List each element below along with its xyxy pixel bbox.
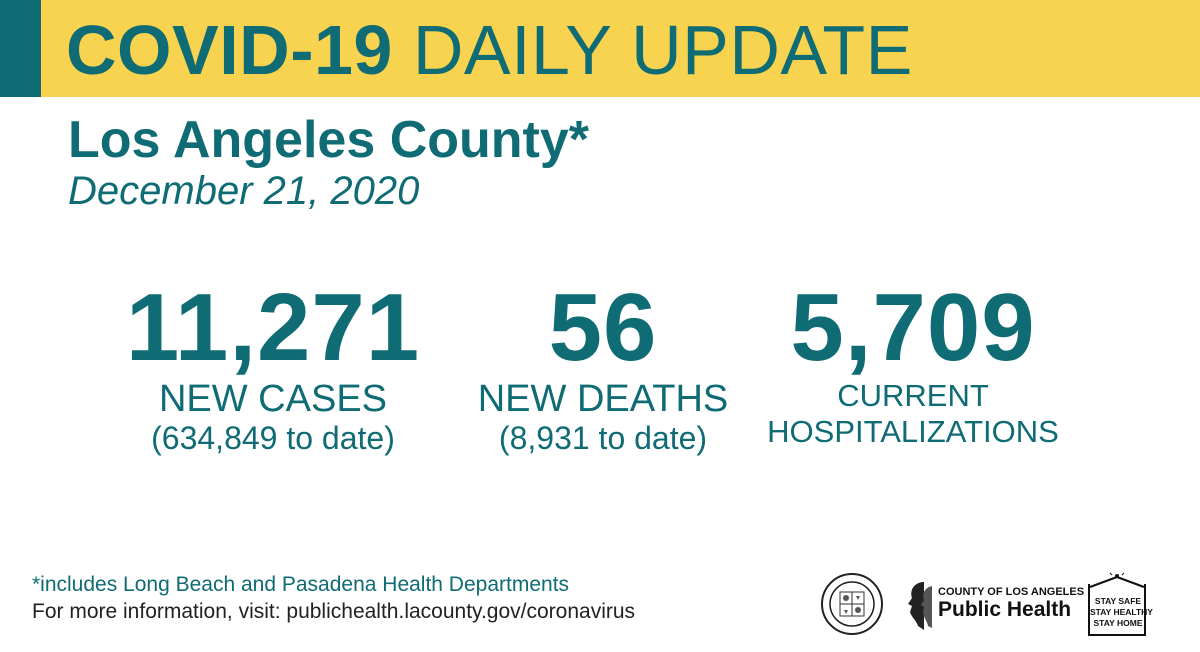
stay-home-text: STAY HOME — [1093, 618, 1143, 628]
new-deaths-stat: 56 NEW DEATHS (8,931 to date) — [462, 274, 744, 457]
house-outline — [1088, 584, 1146, 636]
sun-roof-icon — [1089, 572, 1145, 588]
new-cases-stat: 11,271 NEW CASES (634,849 to date) — [118, 274, 428, 457]
new-cases-value: 11,271 — [125, 274, 421, 381]
hospitalizations-label-line1: CURRENT — [837, 378, 989, 413]
banner-title: COVID-19 DAILY UPDATE — [66, 12, 913, 88]
deaths-to-date: (8,931 to date) — [498, 420, 708, 456]
hospitalizations-value: 5,709 — [790, 274, 1036, 381]
stay-safe-text: STAY SAFE — [1094, 596, 1142, 606]
banner-title-bold: COVID-19 — [66, 11, 393, 89]
county-seal-icon — [821, 573, 883, 635]
logo-strip: COUNTY OF LOS ANGELES Public Health STAY… — [820, 572, 1180, 638]
stay-safe-logo: STAY SAFE STAY HEALTHY STAY HOME — [1088, 572, 1153, 638]
title-banner: COVID-19 DAILY UPDATE — [0, 0, 1200, 97]
hospitalizations-stat: 5,709 CURRENT HOSPITALIZATIONS — [758, 278, 1068, 450]
new-cases-label: NEW CASES — [158, 378, 388, 420]
hospitalizations-label-line2: HOSPITALIZATIONS — [767, 414, 1059, 449]
banner-accent-bar — [0, 0, 41, 97]
region-title: Los Angeles County* — [68, 111, 590, 169]
public-health-logo: COUNTY OF LOS ANGELES Public Health — [902, 578, 1084, 632]
profiles-icon — [908, 582, 932, 630]
new-deaths-value: 56 — [548, 274, 658, 381]
cases-to-date: (634,849 to date) — [151, 420, 395, 456]
more-info-text: For more information, visit: publichealt… — [32, 600, 636, 623]
banner-title-rest: DAILY UPDATE — [412, 11, 913, 89]
public-health-org: COUNTY OF LOS ANGELES — [938, 586, 1085, 598]
public-health-name: Public Health — [938, 598, 1072, 621]
footnote: *includes Long Beach and Pasadena Health… — [32, 573, 570, 596]
new-deaths-label: NEW DEATHS — [477, 378, 729, 420]
stay-healthy-text: STAY HEALTHY — [1090, 607, 1153, 617]
report-date: December 21, 2020 — [68, 169, 420, 213]
